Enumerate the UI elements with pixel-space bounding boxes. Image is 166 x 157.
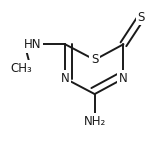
Text: S: S (138, 11, 145, 24)
Text: N: N (61, 72, 70, 85)
Text: N: N (119, 72, 128, 85)
Text: CH₃: CH₃ (10, 62, 32, 75)
Text: S: S (91, 53, 98, 66)
Text: HN: HN (24, 38, 41, 51)
Text: NH₂: NH₂ (83, 115, 106, 128)
